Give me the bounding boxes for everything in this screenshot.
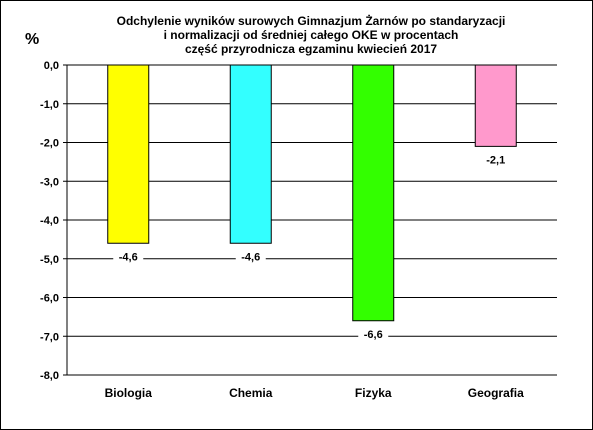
category-label: Biologia: [105, 386, 153, 400]
y-tick-label: -2,0: [40, 138, 59, 150]
value-label-bg: [113, 248, 144, 263]
value-label-bg: [358, 325, 389, 340]
title-line-1: Odchylenie wyników surowych Gimnazjum Ża…: [116, 14, 506, 28]
title-line-3: część przyrodnicza egzaminu kwiecień 201…: [184, 42, 438, 56]
y-tick-label: -4,0: [40, 215, 59, 227]
y-tick-label: -5,0: [40, 254, 59, 266]
value-label: -6,6: [364, 329, 383, 341]
category-label: Fizyka: [355, 386, 392, 400]
bar-chemia: [229, 64, 272, 244]
y-tick-label: -8,0: [40, 370, 59, 382]
y-tick-label: -1,0: [40, 99, 59, 111]
y-tick-label: -7,0: [40, 331, 59, 343]
category-label: Geografia: [468, 386, 524, 400]
category-label: Chemia: [229, 386, 273, 400]
title-line-2: i normalizacji od średniej całego OKE w …: [163, 28, 459, 42]
bar-biologia: [107, 64, 150, 244]
y-tick-label: -6,0: [40, 293, 59, 305]
chart-title: Odchylenie wyników surowych Gimnazjum Ża…: [61, 14, 561, 56]
y-tick-label: 0,0: [44, 60, 59, 72]
bar-fizyka: [352, 64, 395, 322]
y-tick-label: -3,0: [40, 176, 59, 188]
unit-label: %: [25, 31, 40, 48]
bar-geografia: [474, 64, 517, 147]
value-label: -4,6: [119, 251, 138, 263]
value-label: -4,6: [241, 251, 260, 263]
value-label-bg: [480, 151, 511, 166]
value-label-bg: [235, 248, 266, 263]
value-label: -2,1: [486, 154, 505, 166]
